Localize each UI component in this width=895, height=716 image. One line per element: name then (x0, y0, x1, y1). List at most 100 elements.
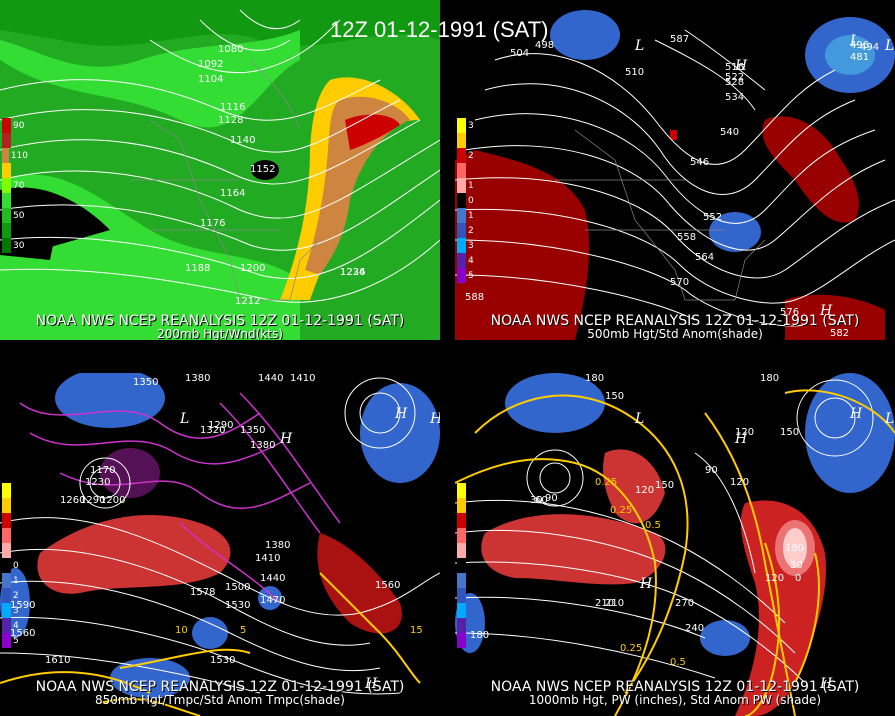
legend-swatch (457, 133, 466, 148)
legend-swatch (2, 543, 11, 558)
panel-subtitle-1000mb: 1000mb Hgt, PW (inches), Std Anom PW (sh… (528, 693, 822, 707)
contour-label: 1560 (375, 580, 400, 591)
contour-label: 120 (765, 573, 784, 584)
pw-label: 0.5 (645, 520, 661, 531)
legend-row (457, 513, 483, 528)
legend-row: 110 (2, 148, 28, 163)
contour-label: 1290 (208, 420, 233, 431)
contour-label: 90 (705, 465, 718, 476)
contour-label: 534 (725, 92, 744, 103)
legend-swatch (2, 223, 11, 238)
contour-label: 210 (605, 598, 624, 609)
legend-row (457, 543, 483, 558)
legend-swatch (457, 178, 466, 193)
legend-row (457, 603, 483, 618)
contour-label: 1152 (250, 164, 275, 175)
legend-row (2, 163, 28, 178)
contour-label: 1440 (258, 373, 283, 384)
legend-swatch (457, 558, 466, 573)
legend-label: 1 (468, 210, 474, 221)
legend-label: 30 (13, 240, 25, 251)
legend-swatch (2, 588, 11, 603)
contour-label: 1578 (190, 587, 215, 598)
low-pressure-marker: L (884, 38, 894, 54)
legend-swatch (2, 633, 11, 648)
contour-label: 1500 (225, 582, 250, 593)
legend-swatch (457, 543, 466, 558)
contour-label: 1530 (210, 655, 235, 666)
legend-row: 1 (457, 178, 483, 193)
high-pressure-marker: H (394, 406, 408, 422)
contour-label: 1104 (198, 74, 223, 85)
contour-label: 1224 (340, 267, 365, 278)
legend-swatch (457, 498, 466, 513)
legend-row (457, 588, 483, 603)
legend-swatch (2, 133, 11, 148)
contour-label: 180 (470, 630, 489, 641)
legend-swatch (2, 163, 11, 178)
legend-500mb: 3 2 1 0 1 2 3 4 5 (457, 118, 483, 283)
legend-row (457, 618, 483, 633)
legend-row (2, 513, 28, 528)
legend-row: 4 (457, 253, 483, 268)
panel-title-850mb: NOAA NWS NCEP REANALYSIS 12Z 01-12-1991 … (35, 679, 405, 695)
legend-row: 3 (2, 603, 28, 618)
high-pressure-marker: H (639, 576, 653, 592)
legend-row (2, 498, 28, 513)
panel-title-200mb: NOAA NWS NCEP REANALYSIS 12Z 01-12-1991 … (35, 313, 405, 329)
legend-row: 70 (2, 178, 28, 193)
legend-swatch (2, 558, 11, 573)
legend-row (457, 498, 483, 513)
panel-title-500mb: NOAA NWS NCEP REANALYSIS 12Z 01-12-1991 … (490, 313, 860, 329)
contour-label: 1470 (260, 595, 285, 606)
contour-label: 1230 (85, 477, 110, 488)
legend-label: 2 (13, 590, 19, 601)
legend-850mb: 0 1 2 3 4 5 (2, 483, 28, 648)
legend-row: 1 (457, 208, 483, 223)
contour-label: 1590 (10, 600, 35, 611)
legend-swatch (2, 148, 9, 163)
contour-label: 558 (677, 232, 696, 243)
high-pressure-marker: H (849, 406, 863, 422)
legend-swatch (2, 193, 11, 208)
legend-row: 2 (457, 148, 483, 163)
contour-label: 1380 (250, 440, 275, 451)
legend-swatch (457, 528, 466, 543)
contour-label: 1200 (240, 263, 265, 274)
legend-label: 5 (468, 270, 474, 281)
legend-label: 5 (13, 635, 19, 646)
panel-subtitle-850mb: 850mb Hgt/Tmpc/Std Anom Tmpc(shade) (95, 693, 345, 707)
main-title: 12Z 01-12-1991 (SAT) (330, 17, 549, 42)
contour-label: 1176 (200, 218, 225, 229)
panel-500mb: 504 498 510 516 522 528 534 540 546 552 558 564 570 5… (455, 0, 895, 340)
contour-label: 240 (685, 623, 704, 634)
legend-label: 50 (13, 210, 25, 221)
low-pressure-marker: L (884, 411, 894, 427)
legend-swatch (2, 513, 11, 528)
contour-label: 0 (795, 573, 801, 584)
contour-label: 1116 (220, 102, 245, 113)
contour-label: 1410 (255, 553, 280, 564)
legend-swatch (457, 588, 466, 603)
contour-label: 150 (655, 480, 674, 491)
contour-label: 180 (585, 373, 604, 384)
contour-label: 1140 (230, 135, 255, 146)
legend-row (457, 528, 483, 543)
legend-row: 2 (457, 223, 483, 238)
temperature-label: 5 (240, 625, 246, 636)
legend-row (2, 133, 28, 148)
panel-1000mb: 180 150 180 120 90 150 120 180 210 60 90 30 120 150 21… (455, 373, 895, 716)
legend-swatch (2, 573, 11, 588)
contour-label: 1320 (200, 425, 225, 436)
legend-swatch (2, 498, 11, 513)
contour-label: 1610 (45, 655, 70, 666)
contour-label: 1290 (80, 495, 105, 506)
legend-label: 110 (10, 150, 28, 161)
legend-swatch (457, 208, 466, 223)
legend-swatch (457, 193, 466, 208)
panel-title-1000mb: NOAA NWS NCEP REANALYSIS 12Z 01-12-1991 … (490, 679, 860, 695)
legend-swatch (457, 163, 466, 178)
contour-label: 120 (635, 485, 654, 496)
